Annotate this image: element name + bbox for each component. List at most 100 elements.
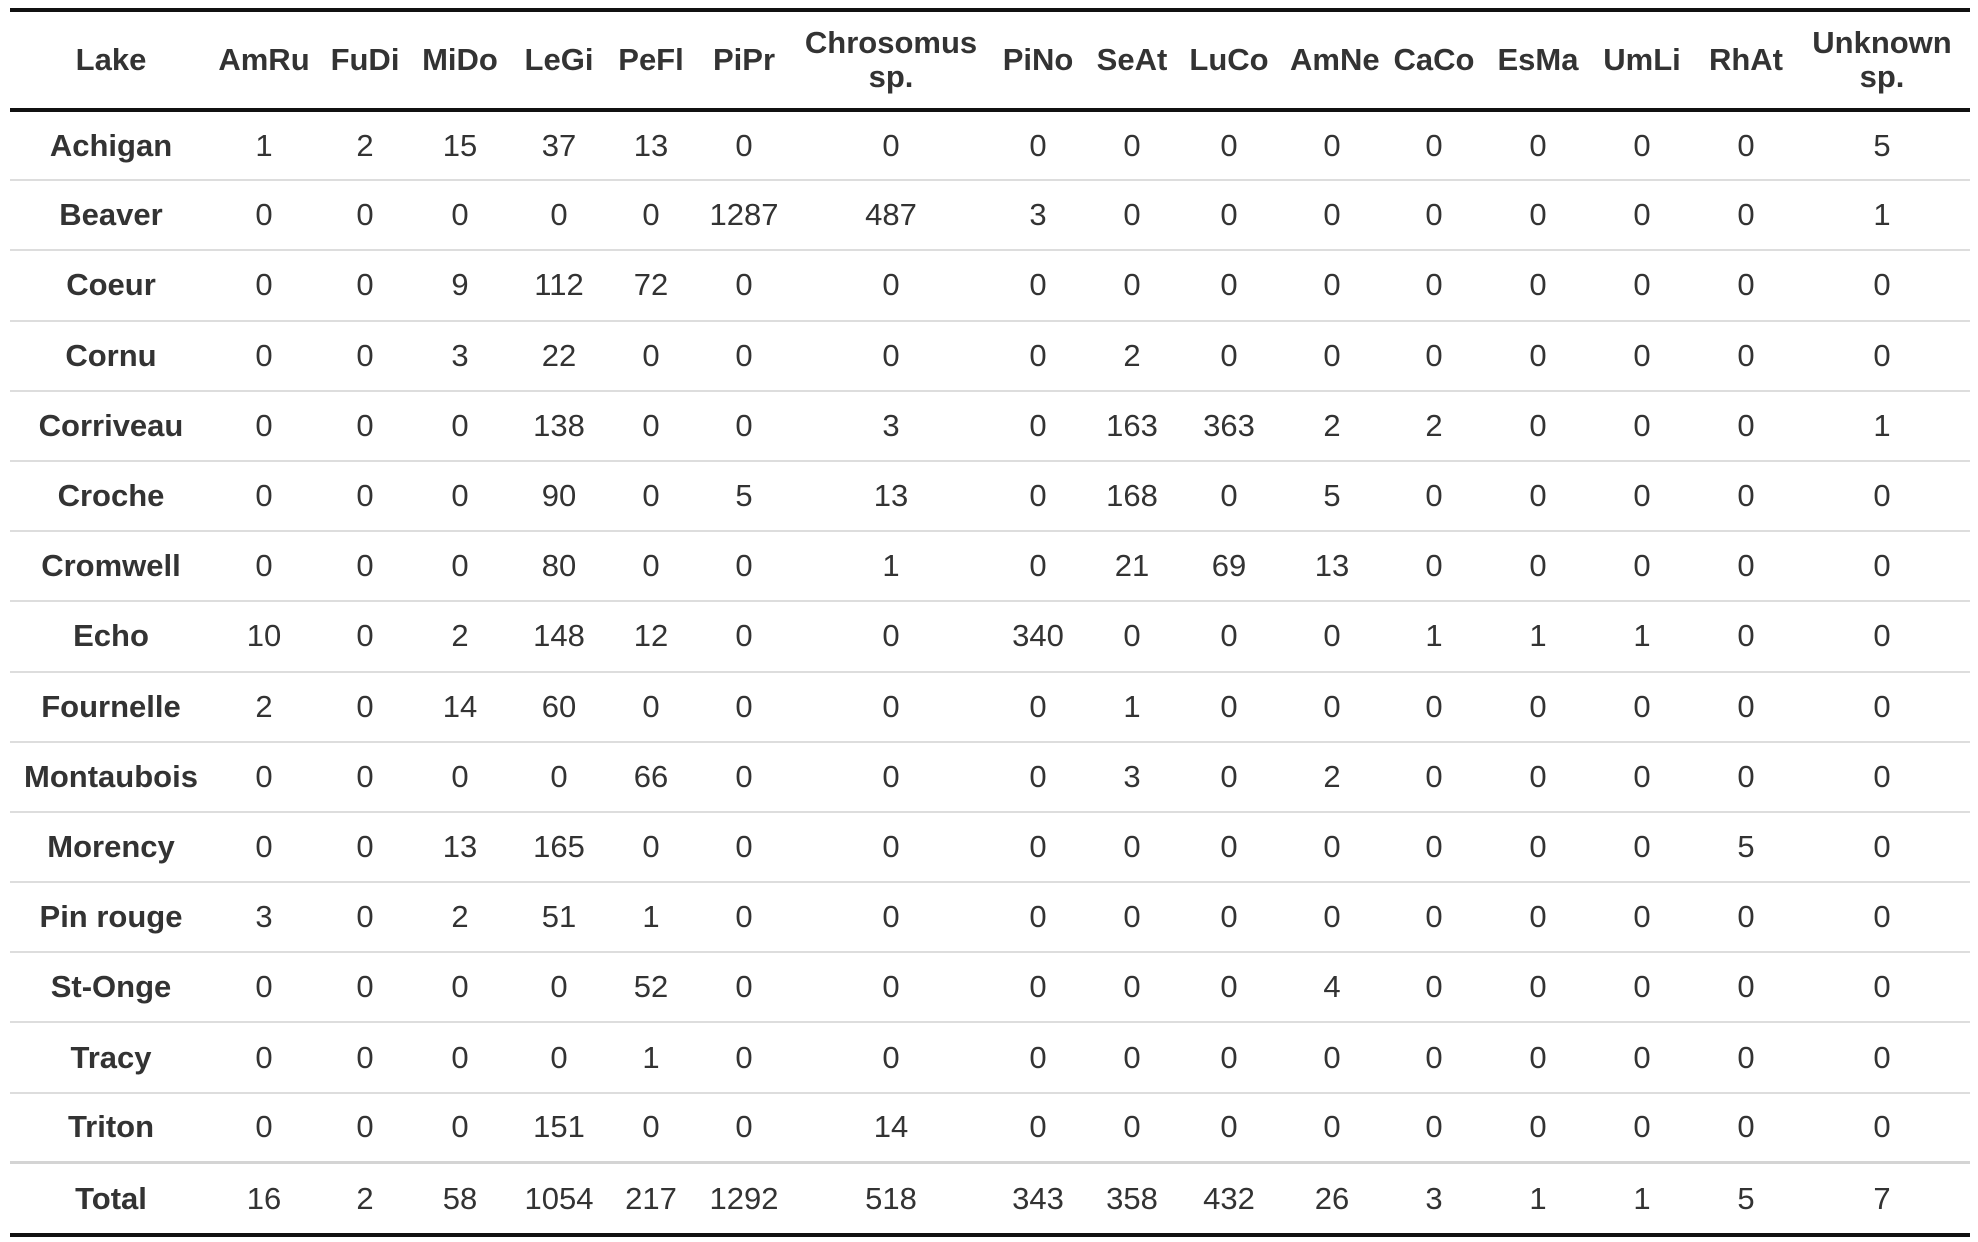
count-cell: 0 [612,1092,690,1165]
count-cell: 0 [1172,180,1286,252]
count-cell: 0 [690,320,798,392]
column-header: PiPr [690,8,798,112]
count-cell: 0 [316,390,414,462]
column-header: LeGi [506,8,612,112]
count-cell: 0 [1490,390,1586,462]
count-cell: 0 [1698,390,1794,462]
count-cell: 3 [1092,741,1172,813]
count-cell: 21 [1092,531,1172,603]
column-header: FuDi [316,8,414,112]
count-cell: 0 [1794,320,1970,392]
table-row: Echo 10 0 2 148 12 0 0 340 0 0 0 1 1 1 0 0 [10,601,1970,673]
table-header: Lake AmRu FuDi MiDo LeGi PeFl PiPr Chros… [10,8,1970,112]
count-cell: 0 [1092,811,1172,884]
count-cell: 37 [506,110,612,182]
count-cell: 0 [1378,320,1490,392]
count-cell: 0 [1378,180,1490,252]
count-cell: 0 [1490,952,1586,1024]
count-cell: 0 [690,741,798,813]
count-cell: 0 [316,601,414,673]
count-cell: 0 [690,952,798,1024]
count-cell: 90 [506,460,612,533]
lake-name-cell: Cromwell [10,531,212,603]
count-cell: 0 [212,460,316,533]
count-cell: 0 [316,741,414,813]
count-cell: 0 [690,110,798,182]
total-cell: 432 [1172,1162,1286,1237]
count-cell: 0 [212,1092,316,1165]
count-cell: 0 [1794,882,1970,954]
count-cell: 0 [1286,1092,1378,1165]
column-header: CaCo [1378,8,1490,112]
count-cell: 0 [1378,882,1490,954]
count-cell: 0 [1286,671,1378,743]
count-cell: 2 [1286,741,1378,813]
column-header: UmLi [1586,8,1698,112]
count-cell: 0 [1698,741,1794,813]
count-cell: 0 [316,671,414,743]
count-cell: 0 [212,811,316,884]
count-cell: 0 [612,180,690,252]
count-cell: 13 [1286,531,1378,603]
count-cell: 0 [1378,741,1490,813]
count-cell: 52 [612,952,690,1024]
count-cell: 0 [1092,250,1172,322]
count-cell: 9 [414,250,506,322]
count-cell: 5 [1698,811,1794,884]
count-cell: 0 [612,460,690,533]
count-cell: 340 [984,601,1092,673]
total-cell: 2 [316,1162,414,1237]
count-cell: 0 [212,531,316,603]
count-cell: 0 [1698,671,1794,743]
count-cell: 3 [984,180,1092,252]
count-cell: 0 [690,1092,798,1165]
total-cell: 3 [1378,1162,1490,1237]
table-row: Achigan 1 2 15 37 13 0 0 0 0 0 0 0 0 0 0 5 [10,110,1970,182]
count-cell: 0 [1698,952,1794,1024]
count-cell: 1 [1092,671,1172,743]
count-cell: 0 [1286,811,1378,884]
count-cell: 165 [506,811,612,884]
total-cell: 1292 [690,1162,798,1237]
count-cell: 0 [212,390,316,462]
count-cell: 0 [506,741,612,813]
count-cell: 0 [414,741,506,813]
count-cell: 0 [316,460,414,533]
count-cell: 10 [212,601,316,673]
count-cell: 3 [414,320,506,392]
count-cell: 0 [1490,741,1586,813]
count-cell: 0 [984,460,1092,533]
count-cell: 0 [1490,320,1586,392]
count-cell: 1 [612,882,690,954]
count-cell: 0 [798,811,984,884]
count-cell: 0 [690,531,798,603]
count-cell: 0 [316,250,414,322]
count-cell: 0 [798,952,984,1024]
count-cell: 0 [612,390,690,462]
count-cell: 0 [1286,180,1378,252]
count-cell: 0 [690,390,798,462]
count-cell: 0 [1172,882,1286,954]
table-body: Achigan 1 2 15 37 13 0 0 0 0 0 0 0 0 0 0 5 Beaver 0 0 0 0 0 128… [10,110,1970,1165]
count-cell: 0 [1490,460,1586,533]
count-cell: 0 [1172,250,1286,322]
lake-name-cell: Pin rouge [10,882,212,954]
count-cell: 0 [1490,1022,1586,1094]
count-cell: 0 [1586,741,1698,813]
count-cell: 0 [1490,180,1586,252]
count-cell: 0 [1286,320,1378,392]
count-cell: 5 [1286,460,1378,533]
count-cell: 0 [506,952,612,1024]
count-cell: 0 [984,531,1092,603]
count-cell: 0 [984,110,1092,182]
table-container: Lake AmRu FuDi MiDo LeGi PeFl PiPr Chros… [10,8,1970,1237]
count-cell: 0 [1490,671,1586,743]
count-cell: 2 [1286,390,1378,462]
count-cell: 163 [1092,390,1172,462]
lake-name-cell: Morency [10,811,212,884]
count-cell: 0 [690,882,798,954]
count-cell: 0 [1378,110,1490,182]
lake-name-cell: Beaver [10,180,212,252]
count-cell: 0 [414,1022,506,1094]
lake-name-cell: Croche [10,460,212,533]
